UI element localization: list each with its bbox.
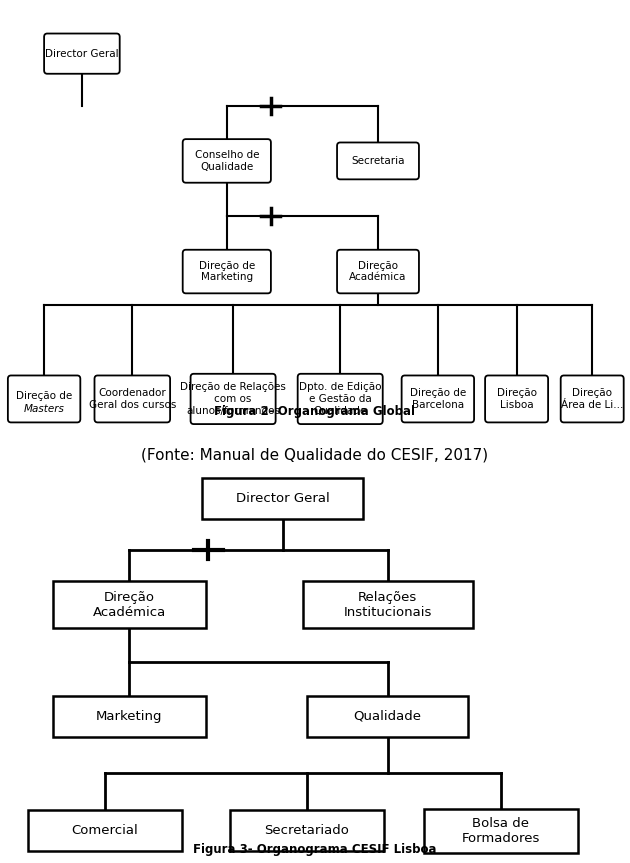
- Text: Masters: Masters: [24, 404, 64, 414]
- Text: Marketing: Marketing: [96, 709, 163, 722]
- FancyBboxPatch shape: [307, 696, 469, 737]
- FancyBboxPatch shape: [44, 34, 120, 73]
- FancyBboxPatch shape: [561, 375, 624, 422]
- Text: Conselho de
Qualidade: Conselho de Qualidade: [195, 150, 259, 172]
- FancyBboxPatch shape: [191, 374, 276, 424]
- Text: Figura 2- Organograma Global: Figura 2- Organograma Global: [214, 406, 416, 419]
- FancyBboxPatch shape: [424, 809, 578, 853]
- FancyBboxPatch shape: [485, 375, 548, 422]
- FancyBboxPatch shape: [52, 581, 206, 628]
- Text: Direção de
Barcelona: Direção de Barcelona: [410, 388, 466, 410]
- Text: Bolsa de
Formadores: Bolsa de Formadores: [462, 816, 540, 845]
- FancyBboxPatch shape: [183, 139, 271, 183]
- FancyBboxPatch shape: [8, 375, 81, 422]
- Text: Coordenador
Geral dos cursos: Coordenador Geral dos cursos: [89, 388, 176, 410]
- Text: Direção de
Marketing: Direção de Marketing: [198, 261, 255, 282]
- FancyBboxPatch shape: [28, 810, 181, 851]
- FancyBboxPatch shape: [402, 375, 474, 422]
- Text: Direção
Académica: Direção Académica: [349, 261, 407, 282]
- Text: Qualidade: Qualidade: [353, 709, 421, 722]
- FancyBboxPatch shape: [202, 478, 364, 520]
- FancyBboxPatch shape: [337, 142, 419, 180]
- Text: Relações
Institucionais: Relações Institucionais: [343, 590, 432, 619]
- Text: Figura 3- Organograma CESIF Lisboa: Figura 3- Organograma CESIF Lisboa: [193, 843, 437, 856]
- Text: Direção
Lisboa: Direção Lisboa: [496, 388, 537, 410]
- FancyBboxPatch shape: [298, 374, 383, 424]
- FancyBboxPatch shape: [303, 581, 472, 628]
- Text: Direção
Académica: Direção Académica: [93, 590, 166, 619]
- Text: Comercial: Comercial: [72, 824, 139, 837]
- Text: Direção de: Direção de: [16, 391, 72, 401]
- Text: Director Geral: Director Geral: [236, 493, 329, 506]
- Text: Direção
Área de Li...: Direção Área de Li...: [561, 388, 624, 410]
- FancyBboxPatch shape: [230, 810, 384, 851]
- Text: (Fonte: Manual de Qualidade do CESIF, 2017): (Fonte: Manual de Qualidade do CESIF, 20…: [142, 447, 488, 463]
- FancyBboxPatch shape: [337, 249, 419, 293]
- Text: Director Geral: Director Geral: [45, 48, 118, 59]
- FancyBboxPatch shape: [94, 375, 170, 422]
- FancyBboxPatch shape: [52, 696, 206, 737]
- FancyBboxPatch shape: [183, 249, 271, 293]
- Text: Secretaria: Secretaria: [352, 156, 404, 166]
- Text: Dpto. de Edição
e Gestão da
Qualidade: Dpto. de Edição e Gestão da Qualidade: [299, 382, 381, 416]
- Text: Direção de Relações
com os
alunos/formandos: Direção de Relações com os alunos/forman…: [180, 382, 286, 416]
- Text: Secretariado: Secretariado: [265, 824, 350, 837]
